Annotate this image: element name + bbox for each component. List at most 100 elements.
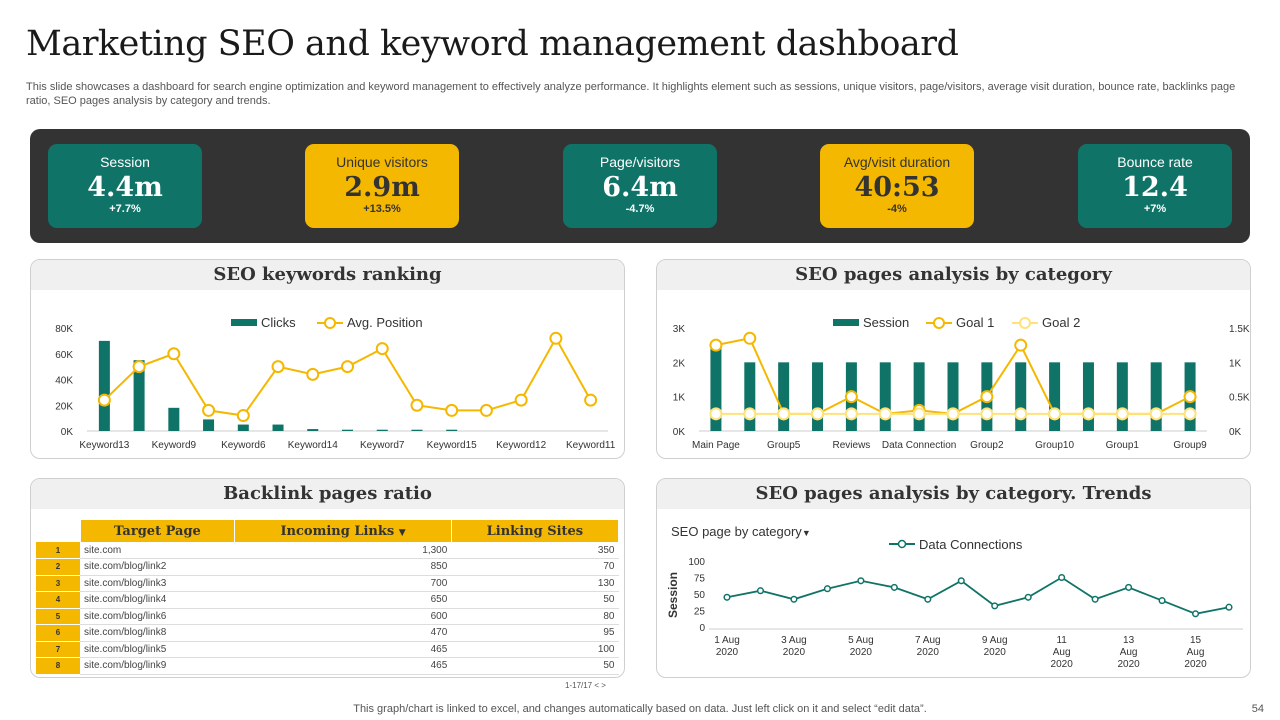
table-pager[interactable]: 1-17/17 < >: [565, 681, 606, 690]
kpi-session: Session 4.4m +7.7%: [48, 144, 202, 228]
x-tick-label: 2020: [716, 647, 739, 658]
table-row[interactable]: 3 site.com/blog/link3 700 130: [36, 575, 619, 592]
table-row[interactable]: 2 site.com/blog/link2 850 70: [36, 558, 619, 576]
x-tick-label: Keyword14: [288, 440, 338, 451]
legend-label: Data Connections: [919, 537, 1023, 552]
line-point: [584, 393, 598, 407]
bar-clicks: [272, 424, 284, 431]
line-point: [1183, 407, 1197, 421]
line-point: [1149, 407, 1163, 421]
line-point: [132, 360, 146, 374]
line-point: [723, 593, 731, 601]
linking-sites-cell: 130: [451, 575, 619, 592]
incoming-links-cell: 465: [234, 657, 452, 675]
page-title: Marketing SEO and keyword management das…: [26, 24, 959, 64]
linking-sites-header[interactable]: Linking Sites: [451, 520, 620, 542]
legend-swatch: [833, 319, 859, 326]
x-tick-label: Keyword12: [496, 440, 546, 451]
legend-label: Goal 1: [956, 315, 994, 330]
triangle-down-icon[interactable]: ▼: [398, 527, 406, 538]
line-point: [1115, 407, 1129, 421]
x-tick-label: Keyword15: [427, 440, 477, 451]
bar-session: [1082, 362, 1094, 431]
page-number: 54: [1251, 703, 1264, 715]
kpi-value: 2.9m: [344, 172, 420, 203]
legend-label: Clicks: [261, 315, 296, 330]
panel-title: Backlink pages ratio: [31, 479, 624, 509]
incoming-links-header[interactable]: Incoming Links ▼: [234, 520, 452, 542]
category-selector[interactable]: SEO page by category▼: [671, 524, 811, 539]
line-point: [946, 407, 960, 421]
bar-clicks: [168, 407, 180, 431]
backlink-panel: Backlink pages ratio Target Page Incomin…: [30, 478, 625, 678]
line-point: [1125, 583, 1133, 591]
target-page-cell: site.com/blog/link6: [80, 608, 235, 625]
bar-clicks: [203, 419, 215, 431]
kpi-band: Session 4.4m +7.7% Unique visitors 2.9m …: [30, 129, 1250, 243]
incoming-links-label: Incoming Links: [280, 523, 395, 539]
line-point: [97, 393, 111, 407]
target-page-cell: site.com/blog/link5: [80, 641, 235, 658]
line-point: [1158, 597, 1166, 605]
bar-session: [1116, 362, 1128, 431]
bar-session: [1049, 362, 1061, 431]
target-page-header[interactable]: Target Page: [80, 520, 236, 542]
row-index: 7: [36, 641, 80, 658]
x-tick-label: Group5: [767, 440, 801, 451]
bar-clicks: [237, 424, 249, 431]
x-tick-label: Aug: [1187, 647, 1205, 658]
category-trends-panel: SEO pages analysis by category. Trends S…: [656, 478, 1251, 678]
kpi-value: 4.4m: [87, 172, 163, 203]
line-point: [1191, 610, 1200, 618]
y-tick-label: 50: [694, 590, 706, 601]
row-index: 5: [36, 608, 80, 625]
x-tick-label: 3 Aug: [781, 635, 807, 646]
x-tick-label: Group10: [1035, 440, 1074, 451]
incoming-links-cell: 1,300: [234, 542, 452, 559]
line-point: [1024, 593, 1032, 601]
line-point: [980, 407, 994, 421]
line-point: [912, 407, 926, 421]
y-tick-label: 25: [694, 607, 706, 618]
table-row[interactable]: 7 site.com/blog/link5 465 100: [36, 641, 619, 658]
bar-session: [1015, 362, 1027, 431]
y-right-tick-label: 1.5K: [1229, 324, 1250, 335]
line-point: [844, 407, 858, 421]
x-tick-label: 5 Aug: [848, 635, 874, 646]
line-point: [924, 595, 932, 603]
kpi-unique-visitors: Unique visitors 2.9m +13.5%: [305, 144, 459, 228]
y-left-tick-label: 2K: [673, 358, 686, 369]
legend-swatch: [897, 539, 907, 549]
table-row[interactable]: 1 site.com 1,300 350: [36, 542, 619, 559]
x-tick-label: Keyword7: [360, 440, 405, 451]
category-analysis-chart[interactable]: 0K 1K 2K 3K 0K 0.5K 1K 1.5K Main Page Group5 Revie…: [657, 290, 1251, 459]
line-point: [823, 585, 831, 593]
footer-note: This graph/chart is linked to excel, and…: [353, 703, 927, 715]
row-index: 6: [36, 624, 80, 642]
bar-session: [1150, 362, 1162, 431]
keywords-ranking-chart[interactable]: 0K20K40K60K80K05101520Keyword13Keyword9K…: [31, 290, 625, 459]
kpi-label: Unique visitors: [336, 154, 428, 170]
table-row[interactable]: 6 site.com/blog/link8 470 95: [36, 624, 619, 642]
line-point: [857, 577, 865, 585]
table-row[interactable]: 4 site.com/blog/link4 650 50: [36, 591, 619, 609]
line-point: [1014, 338, 1028, 352]
kpi-change: -4.7%: [625, 203, 655, 215]
table-row[interactable]: 5 site.com/blog/link6 600 80: [36, 608, 619, 625]
kpi-label: Bounce rate: [1117, 154, 1193, 170]
index-header: [36, 520, 81, 542]
y-right-tick-label: 1K: [1229, 358, 1242, 369]
line-point: [709, 407, 723, 421]
legend-label: Goal 2: [1042, 315, 1080, 330]
line-point: [811, 407, 825, 421]
target-page-cell: site.com/blog/link8: [80, 624, 235, 642]
x-tick-label: 15: [1190, 635, 1202, 646]
y-tick-label: 0: [699, 623, 705, 634]
kpi-label: Session: [100, 154, 150, 170]
line-point: [844, 390, 858, 404]
incoming-links-cell: 600: [234, 608, 452, 625]
row-index: 4: [36, 591, 80, 609]
kpi-value: 6.4m: [602, 172, 678, 203]
table-row[interactable]: 8 site.com/blog/link9 465 50: [36, 657, 619, 675]
